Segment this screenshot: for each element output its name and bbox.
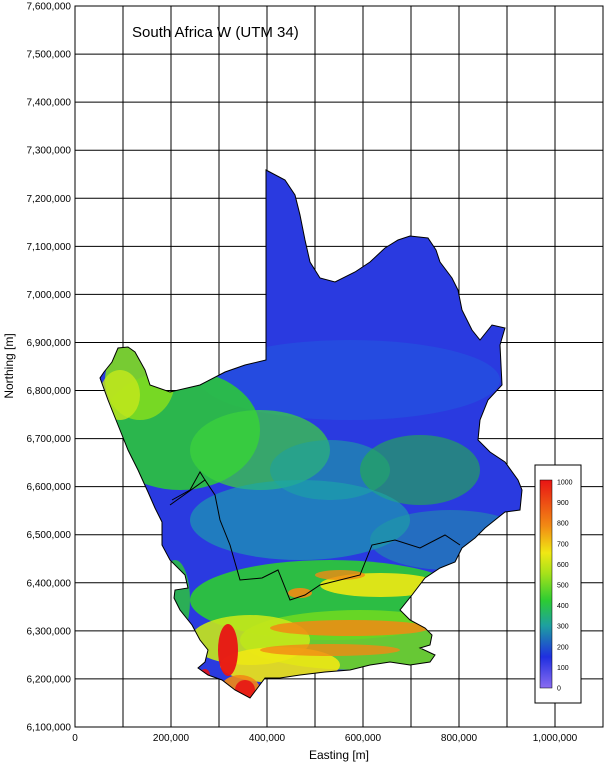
y-tick-label: 7,300,000 bbox=[27, 146, 72, 157]
legend-tick-label: 600 bbox=[557, 562, 569, 569]
legend-tick-label: 1000 bbox=[557, 480, 573, 487]
legend-tick-label: 700 bbox=[557, 541, 569, 548]
x-tick-label: 400,000 bbox=[249, 733, 286, 744]
legend-tick-label: 0 bbox=[557, 686, 561, 693]
y-tick-label: 6,800,000 bbox=[27, 386, 72, 397]
province-boundary-west bbox=[171, 471, 206, 501]
y-tick-label: 6,300,000 bbox=[27, 626, 72, 637]
legend-tick-label: 500 bbox=[557, 583, 569, 590]
y-tick-label: 7,100,000 bbox=[27, 242, 72, 253]
y-tick-label: 6,200,000 bbox=[27, 674, 72, 685]
y-tick-label: 6,500,000 bbox=[27, 530, 72, 541]
legend-tick-label: 200 bbox=[557, 644, 569, 651]
y-tick-label: 6,700,000 bbox=[27, 434, 72, 445]
x-tick-label: 1,000,000 bbox=[533, 733, 578, 744]
x-tick-label: 200,000 bbox=[153, 733, 190, 744]
province-boundary bbox=[169, 479, 461, 601]
y-axis-title: Northing [m] bbox=[2, 333, 16, 398]
y-tick-label: 7,600,000 bbox=[27, 2, 72, 13]
y-tick-label: 7,000,000 bbox=[27, 290, 72, 301]
legend-tick-label: 800 bbox=[557, 521, 569, 528]
x-tick-label: 0 bbox=[72, 733, 78, 744]
terrain-region bbox=[99, 169, 523, 699]
x-tick-labels: 0 200,000 400,000 600,000 800,000 1,000,000 bbox=[72, 733, 577, 744]
y-tick-label: 6,600,000 bbox=[27, 482, 72, 493]
y-tick-label: 6,100,000 bbox=[27, 723, 72, 734]
legend-tick-label: 100 bbox=[557, 665, 569, 672]
legend-tick-label: 400 bbox=[557, 603, 569, 610]
legend-tick-label: 900 bbox=[557, 500, 569, 507]
x-tick-label: 600,000 bbox=[345, 733, 382, 744]
x-axis-title: Easting [m] bbox=[309, 748, 369, 762]
y-tick-label: 6,400,000 bbox=[27, 578, 72, 589]
legend-color-ramp bbox=[539, 479, 553, 689]
y-tick-label: 7,200,000 bbox=[27, 194, 72, 205]
x-tick-label: 800,000 bbox=[441, 733, 478, 744]
y-tick-label: 7,500,000 bbox=[27, 50, 72, 61]
legend-tick-label: 300 bbox=[557, 624, 569, 631]
y-tick-labels: 7,600,000 7,500,000 7,400,000 7,300,000 7,20… bbox=[27, 2, 72, 734]
y-tick-label: 7,400,000 bbox=[27, 98, 72, 109]
map-title: South Africa W (UTM 34) bbox=[132, 24, 299, 41]
y-tick-label: 6,900,000 bbox=[27, 338, 72, 349]
